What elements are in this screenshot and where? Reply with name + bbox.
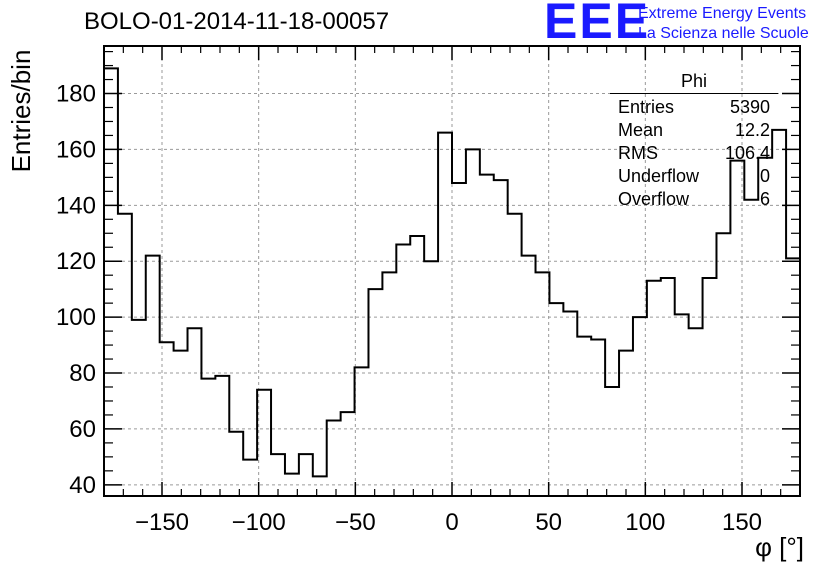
y-tick-label: 100: [56, 304, 96, 331]
x-tick-label: −150: [135, 509, 189, 536]
stats-row: Mean 12.2: [610, 119, 778, 142]
stats-label: RMS: [618, 143, 658, 163]
histogram-bin: [313, 476, 327, 496]
histogram-bin: [661, 278, 675, 496]
y-tick-label: 80: [69, 360, 96, 387]
stats-label: Mean: [618, 120, 664, 140]
histogram-bin: [522, 256, 536, 496]
histogram-bin: [508, 214, 522, 496]
histogram-bin: [188, 328, 202, 496]
stats-row: RMS 106.4: [610, 142, 778, 165]
histogram-bin: [577, 337, 591, 496]
histogram-bin: [160, 342, 174, 496]
histogram-bin: [466, 149, 480, 496]
histogram-bin: [703, 278, 717, 496]
stats-label: Entries: [618, 97, 675, 117]
histogram-bin: [689, 328, 703, 496]
histogram-bin: [368, 289, 382, 496]
histogram-bin: [104, 68, 118, 496]
histogram-bin: [355, 367, 369, 496]
x-tick-label: 50: [535, 509, 562, 536]
histogram-bin: [201, 379, 215, 496]
histogram-bin: [494, 180, 508, 496]
x-axis-label: φ [°]: [755, 532, 804, 562]
histogram-bin: [633, 317, 647, 496]
y-tick-label: 160: [56, 136, 96, 163]
histogram-bin: [591, 339, 605, 496]
histogram-bin: [229, 432, 243, 496]
histogram-bin: [327, 421, 341, 496]
x-tick-label: −100: [232, 509, 286, 536]
histogram-bin: [480, 175, 494, 496]
y-tick-label: 180: [56, 81, 96, 108]
histogram-bin: [549, 303, 563, 496]
stats-box: Phi Entries 5390 Mean 12.2 RMS 106.4 Und…: [610, 70, 778, 211]
eee-logo-text: Extreme Energy Events La Scienza nelle S…: [638, 4, 809, 44]
y-tick-label: 120: [56, 248, 96, 275]
histogram-bin: [438, 133, 452, 496]
grid-lines: [104, 46, 800, 496]
histogram-bin: [536, 272, 550, 496]
stats-label: Overflow: [618, 189, 690, 209]
eee-logo-line1: Extreme Energy Events: [638, 5, 807, 22]
stats-value: 12.2: [734, 120, 770, 140]
histogram-bin: [382, 272, 396, 496]
histogram-bin: [215, 376, 229, 496]
histogram-bin: [786, 258, 800, 496]
histogram-bin: [424, 261, 438, 496]
stats-row: Underflow 0: [610, 165, 778, 188]
stats-value: 106.4: [724, 143, 770, 163]
x-tick-label: −50: [335, 509, 376, 536]
histogram-bin: [619, 351, 633, 496]
stats-value: 6: [759, 189, 770, 209]
histogram-bin: [452, 183, 466, 496]
histogram-bin: [132, 320, 146, 496]
histogram-bin: [675, 314, 689, 496]
axis-ticks: [103, 46, 801, 496]
plot-title: BOLO-01-2014-11-18-00057: [84, 8, 390, 35]
x-tick-label: 0: [445, 509, 458, 536]
histogram-bin: [716, 233, 730, 496]
histogram-bin: [647, 281, 661, 496]
eee-logo-line2: La Scienza nelle Scuole: [638, 25, 809, 42]
eee-logo: EEE: [544, 0, 651, 49]
histogram-outline: [104, 67, 801, 496]
stats-value: 5390: [729, 97, 770, 117]
histogram-bin: [341, 412, 355, 496]
x-tick-label: 150: [722, 509, 762, 536]
stats-row: Entries 5390: [610, 96, 778, 119]
y-tick-label: 60: [69, 416, 96, 443]
histogram-bin: [563, 312, 577, 496]
y-tick-label: 40: [69, 472, 96, 499]
y-axis-label: Entries/bin: [6, 49, 36, 173]
histogram-bin: [174, 351, 188, 496]
histogram-bin: [396, 244, 410, 496]
histogram-bin: [146, 256, 160, 496]
stats-box-name: Phi: [610, 70, 778, 94]
histogram-bin: [257, 390, 271, 496]
axis-tick-labels: −150 −100 −50 0 50 100 150 40 60 80 100 120 140 160 18…: [56, 81, 762, 536]
stats-label: Underflow: [618, 166, 700, 186]
histogram-bin: [410, 236, 424, 496]
histogram-bin: [605, 387, 619, 496]
stats-value: 0: [759, 166, 770, 186]
x-tick-label: 100: [625, 509, 665, 536]
histogram-bin: [118, 214, 132, 496]
histogram-bin: [299, 454, 313, 496]
histogram-bin: [744, 200, 758, 496]
y-tick-label: 140: [56, 192, 96, 219]
histogram-bin: [243, 460, 257, 496]
stats-row: Overflow 6: [610, 188, 778, 211]
